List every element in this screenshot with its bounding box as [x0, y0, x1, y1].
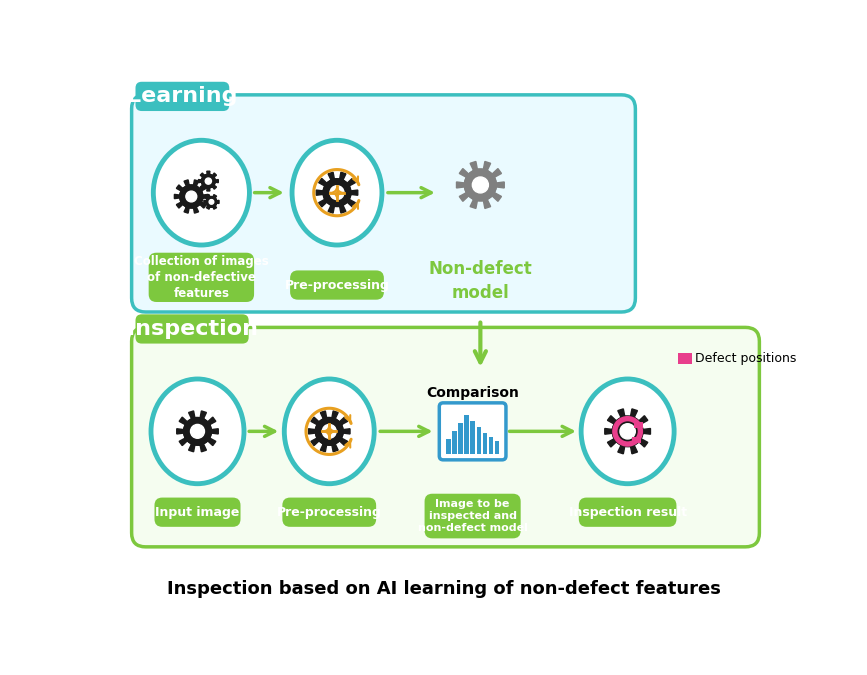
FancyBboxPatch shape [283, 497, 376, 526]
Ellipse shape [153, 380, 243, 483]
Polygon shape [177, 411, 218, 452]
Bar [465, 415, 469, 454]
Bar [471, 421, 475, 454]
Polygon shape [199, 171, 218, 191]
FancyBboxPatch shape [425, 493, 521, 539]
Bar [494, 441, 499, 454]
Circle shape [473, 177, 488, 193]
Circle shape [330, 186, 344, 200]
Text: Input image: Input image [155, 506, 239, 518]
Polygon shape [316, 172, 358, 213]
Polygon shape [457, 161, 505, 209]
Text: Non-defect
model: Non-defect model [428, 261, 532, 302]
Text: Image to be
inspected and
non-defect model: Image to be inspected and non-defect mod… [418, 499, 527, 533]
Ellipse shape [285, 380, 373, 483]
FancyBboxPatch shape [135, 315, 249, 344]
Bar [453, 431, 457, 454]
FancyBboxPatch shape [290, 271, 384, 300]
Bar [459, 423, 463, 454]
Text: Learning: Learning [127, 86, 238, 107]
Polygon shape [605, 409, 650, 454]
Polygon shape [204, 194, 219, 209]
FancyBboxPatch shape [132, 327, 759, 547]
Text: Pre-processing: Pre-processing [284, 279, 389, 292]
Bar [489, 437, 492, 454]
FancyBboxPatch shape [579, 497, 676, 526]
Bar [635, 422, 643, 428]
Text: Inspection result: Inspection result [569, 506, 687, 518]
Bar [678, 353, 692, 365]
Circle shape [205, 178, 212, 184]
Ellipse shape [154, 142, 248, 244]
Circle shape [316, 418, 343, 446]
Ellipse shape [293, 142, 381, 244]
FancyBboxPatch shape [440, 403, 506, 460]
Circle shape [465, 169, 497, 201]
Polygon shape [174, 180, 208, 213]
Text: Inspection based on AI learning of non-defect features: Inspection based on AI learning of non-d… [167, 580, 721, 598]
Circle shape [620, 424, 636, 439]
Bar [483, 433, 487, 454]
FancyBboxPatch shape [132, 95, 636, 312]
Polygon shape [309, 411, 350, 452]
Circle shape [206, 196, 217, 207]
Circle shape [186, 191, 197, 202]
Circle shape [179, 185, 203, 208]
Circle shape [191, 425, 205, 438]
Text: Comparison: Comparison [427, 386, 519, 400]
FancyBboxPatch shape [135, 82, 229, 111]
Text: Defect positions: Defect positions [695, 352, 797, 365]
FancyBboxPatch shape [148, 252, 254, 302]
Circle shape [323, 425, 336, 438]
Circle shape [612, 416, 643, 447]
Ellipse shape [583, 380, 673, 483]
Text: Inspection: Inspection [127, 319, 257, 339]
Circle shape [201, 174, 215, 188]
Circle shape [323, 179, 351, 207]
Bar [477, 427, 481, 454]
Text: Pre-processing: Pre-processing [277, 506, 381, 518]
Bar [632, 437, 641, 443]
Circle shape [209, 200, 214, 205]
Text: Collection of images
of non-defective
features: Collection of images of non-defective fe… [134, 255, 269, 300]
FancyBboxPatch shape [154, 497, 240, 526]
Bar [447, 439, 451, 454]
Circle shape [184, 418, 212, 446]
